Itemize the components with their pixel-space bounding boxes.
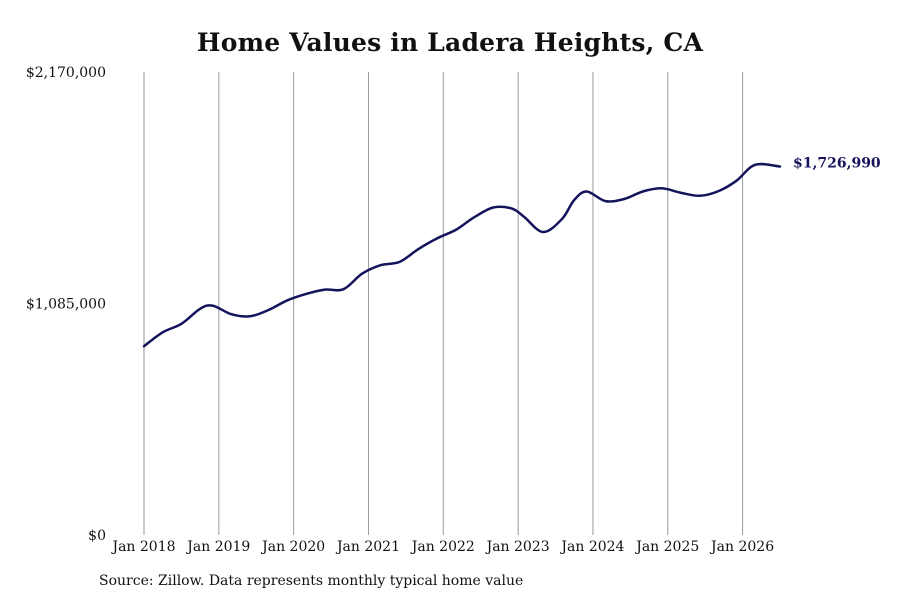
x-tick-label: Jan 2019 [185,539,250,555]
x-tick-label: Jan 2018 [110,539,175,555]
x-tick-label: Jan 2020 [260,539,325,555]
x-tick-label: Jan 2022 [410,539,475,555]
x-tick-label: Jan 2021 [335,539,400,555]
y-tick-label: $2,170,000 [26,65,106,81]
chart-title: Home Values in Ladera Heights, CA [196,28,704,57]
series-line [142,162,782,348]
x-tick-label: Jan 2024 [559,539,624,555]
x-axis-labels: Jan 2018 Jan 2019 Jan 2020 Jan 2021 Jan 2022… [110,539,774,555]
x-tick-label: Jan 2026 [709,539,774,555]
source-note: Source: Zillow. Data represents monthly … [99,573,524,589]
y-tick-label: $0 [88,528,106,544]
y-axis-labels: $0 $1,085,000 $2,170,000 [26,65,106,544]
grid-lines [143,72,744,535]
x-tick-label: Jan 2023 [485,539,550,555]
x-tick-label: Jan 2025 [634,539,699,555]
y-tick-label: $1,085,000 [26,297,106,313]
annotation-layer: $1,726,990 [793,156,881,172]
series-layer [142,162,782,348]
end-value-label: $1,726,990 [793,156,881,172]
